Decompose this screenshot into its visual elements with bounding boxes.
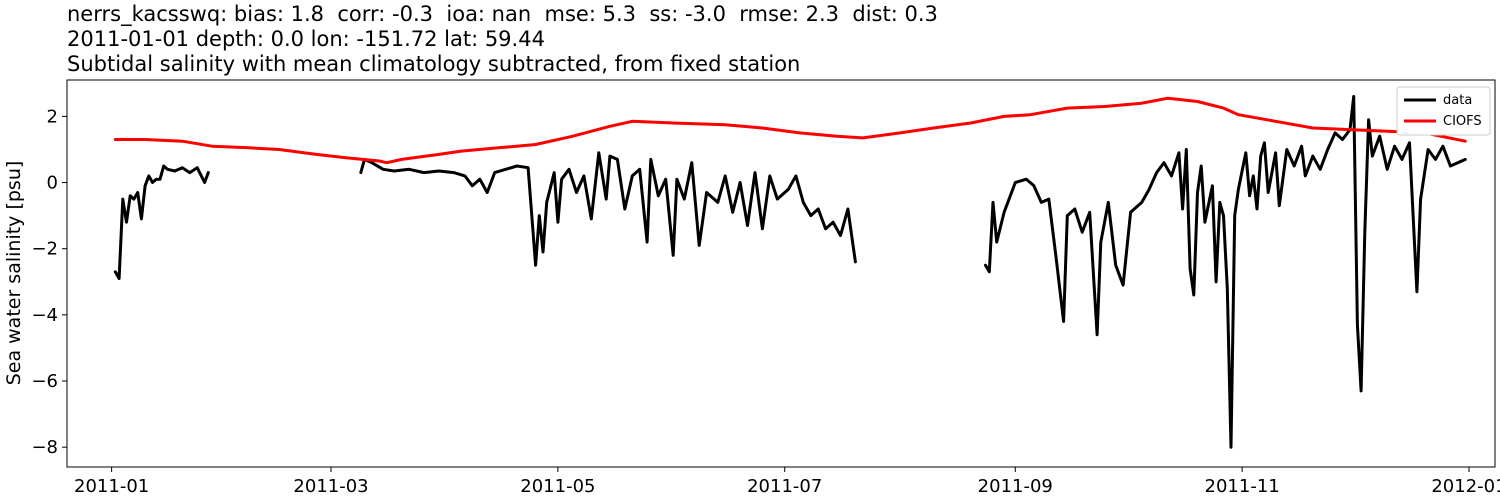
y-tick-label: −8: [31, 437, 58, 458]
y-axis-label: Sea water salinity [psu]: [3, 161, 25, 386]
plot-frame: [66, 79, 1496, 468]
y-axis: 2 0 −2 −4 −6 −8: [31, 106, 67, 458]
x-tick-label: 2011-01: [74, 476, 149, 497]
y-tick-label: 0: [47, 173, 58, 194]
chart-title: nerrs_kacsswq: bias: 1.8 corr: -0.3 ioa:…: [67, 2, 938, 77]
title-line-1: nerrs_kacsswq: bias: 1.8 corr: -0.3 ioa:…: [67, 2, 938, 26]
x-tick-label: 2012-01: [1431, 476, 1500, 497]
legend-label-ciofs: CIOFS: [1443, 114, 1482, 129]
title-line-2: 2011-01-01 depth: 0.0 lon: -151.72 lat: …: [67, 27, 545, 51]
y-tick-label: 2: [47, 106, 58, 127]
title-line-3: Subtidal salinity with mean climatology …: [67, 52, 801, 76]
series-data-line-segment-2: [359, 151, 857, 267]
y-tick-label: −6: [31, 371, 58, 392]
y-tick-label: −4: [31, 305, 58, 326]
legend-label-data: data: [1443, 93, 1472, 108]
series-ciofs-line-segment-1: [113, 96, 1467, 165]
x-tick-label: 2011-09: [978, 476, 1053, 497]
series-data-line-segment-1: [113, 164, 210, 280]
series-data-line-segment-3: [984, 95, 1467, 449]
x-tick-label: 2011-11: [1205, 476, 1280, 497]
x-axis: 2011-01 2011-03 2011-05 2011-07 2011-09 2011-…: [74, 467, 1500, 497]
legend: data CIOFS: [1396, 86, 1491, 136]
y-tick-label: −2: [31, 239, 58, 260]
x-tick-label: 2011-03: [293, 476, 368, 497]
x-tick-label: 2011-05: [520, 476, 595, 497]
series-lines: [113, 95, 1467, 449]
x-tick-label: 2011-07: [747, 476, 822, 497]
